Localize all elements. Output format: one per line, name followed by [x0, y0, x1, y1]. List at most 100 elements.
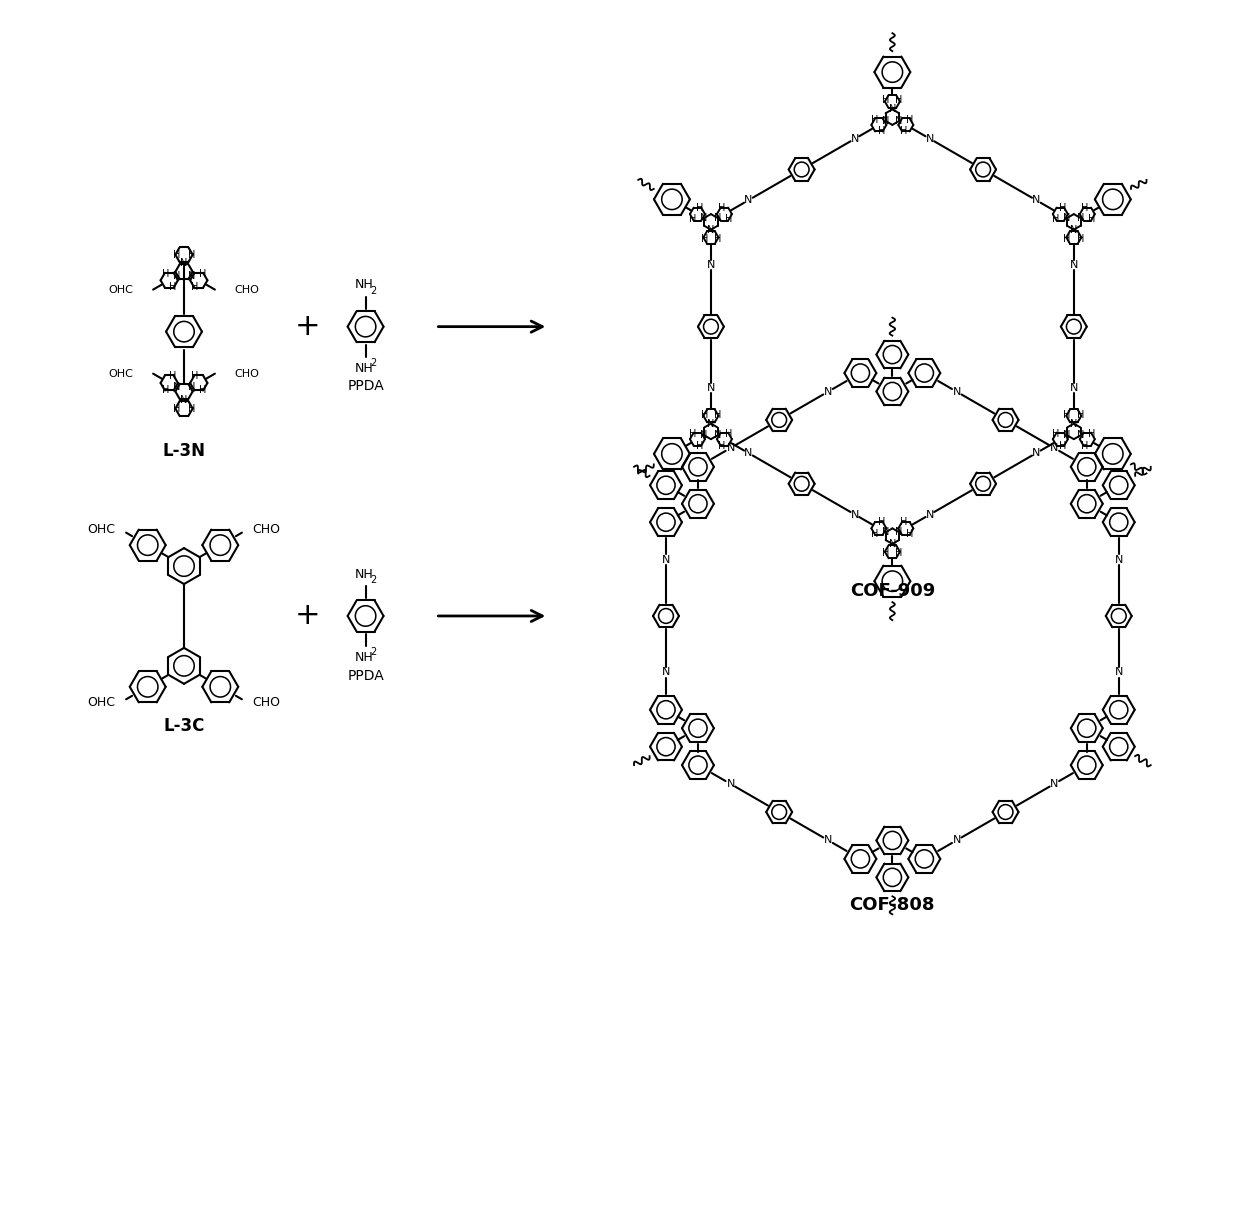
Text: OHC: OHC — [108, 285, 133, 294]
Text: H: H — [696, 440, 703, 451]
Text: PPDA: PPDA — [347, 669, 384, 683]
Text: OHC: OHC — [108, 369, 133, 379]
Text: CHO: CHO — [234, 369, 259, 379]
Text: N: N — [1032, 449, 1040, 458]
Text: N: N — [1032, 195, 1040, 205]
Text: L-3C: L-3C — [164, 716, 205, 734]
Text: N: N — [954, 387, 961, 397]
Text: H: H — [191, 371, 198, 381]
Text: N: N — [926, 134, 934, 144]
Text: H: H — [689, 215, 697, 224]
Text: N: N — [823, 835, 832, 845]
Text: N: N — [895, 116, 903, 125]
Text: NH: NH — [355, 279, 374, 291]
Text: N: N — [707, 418, 714, 428]
Text: H: H — [878, 127, 885, 136]
Text: NH: NH — [355, 568, 374, 580]
Text: H: H — [1076, 234, 1084, 244]
Text: H: H — [870, 115, 878, 124]
Text: 2: 2 — [371, 646, 377, 657]
Text: N: N — [662, 555, 670, 566]
Text: COF-909: COF-909 — [849, 582, 935, 601]
Text: N: N — [172, 271, 180, 281]
Text: N: N — [1115, 667, 1123, 677]
Text: N: N — [1076, 213, 1084, 223]
Text: N: N — [180, 258, 187, 268]
Text: N: N — [1070, 224, 1078, 235]
Text: N: N — [714, 431, 722, 440]
Text: H: H — [882, 95, 889, 105]
Text: H: H — [701, 234, 708, 244]
Text: N: N — [895, 527, 903, 537]
Text: H: H — [689, 429, 697, 439]
Text: 2: 2 — [371, 575, 377, 585]
Text: H: H — [172, 250, 180, 259]
Text: H: H — [198, 385, 206, 394]
Text: H: H — [170, 282, 177, 292]
Text: H: H — [1059, 203, 1066, 212]
Text: CHO: CHO — [234, 285, 259, 294]
Text: N: N — [1064, 431, 1071, 440]
Text: N: N — [882, 527, 889, 537]
Text: N: N — [954, 835, 961, 845]
Text: N: N — [889, 539, 897, 549]
Text: COF-808: COF-808 — [849, 896, 935, 914]
Text: NH: NH — [355, 651, 374, 665]
Text: H: H — [188, 250, 196, 259]
Text: N: N — [882, 116, 889, 125]
Text: N: N — [1064, 213, 1071, 223]
Text: N: N — [714, 213, 722, 223]
Text: N: N — [172, 382, 180, 392]
Text: OHC: OHC — [88, 522, 115, 535]
Text: H: H — [1087, 215, 1095, 224]
Text: H: H — [1076, 410, 1084, 420]
Text: CHO: CHO — [253, 696, 280, 709]
Text: H: H — [878, 517, 885, 527]
Text: H: H — [900, 517, 908, 527]
Text: H: H — [198, 269, 206, 279]
Text: N: N — [1115, 555, 1123, 566]
Text: H: H — [882, 548, 889, 558]
Text: OHC: OHC — [88, 696, 115, 709]
Text: H: H — [718, 203, 725, 212]
Text: 2: 2 — [371, 286, 377, 295]
Text: N: N — [662, 667, 670, 677]
Text: N: N — [180, 396, 187, 405]
Text: H: H — [701, 410, 708, 420]
Text: N: N — [727, 443, 735, 453]
Text: H: H — [725, 215, 733, 224]
Text: +: + — [295, 602, 320, 631]
Text: N: N — [187, 271, 195, 281]
Text: N: N — [744, 195, 753, 205]
Text: N: N — [1070, 418, 1078, 428]
Text: H: H — [714, 234, 722, 244]
Text: N: N — [926, 509, 934, 520]
Text: H: H — [188, 404, 196, 414]
Text: N: N — [889, 105, 897, 115]
Text: NH: NH — [355, 362, 374, 375]
Text: H: H — [725, 429, 733, 439]
Text: H: H — [906, 528, 914, 539]
Text: H: H — [1064, 234, 1071, 244]
Text: H: H — [696, 203, 703, 212]
Text: N: N — [1070, 384, 1078, 393]
Text: PPDA: PPDA — [347, 380, 384, 393]
Text: L-3N: L-3N — [162, 443, 206, 461]
Text: N: N — [707, 260, 715, 270]
Text: H: H — [870, 528, 878, 539]
Text: N: N — [1076, 431, 1084, 440]
Text: H: H — [714, 410, 722, 420]
Text: N: N — [851, 134, 859, 144]
Text: H: H — [161, 269, 169, 279]
Text: N: N — [701, 213, 708, 223]
Text: N: N — [823, 387, 832, 397]
Text: H: H — [1053, 429, 1060, 439]
Text: H: H — [906, 115, 914, 124]
Text: N: N — [707, 384, 715, 393]
Text: 2: 2 — [371, 357, 377, 368]
Text: H: H — [1064, 410, 1071, 420]
Text: H: H — [161, 385, 169, 394]
Text: H: H — [895, 95, 903, 105]
Text: N: N — [727, 779, 735, 789]
Text: N: N — [1050, 443, 1058, 453]
